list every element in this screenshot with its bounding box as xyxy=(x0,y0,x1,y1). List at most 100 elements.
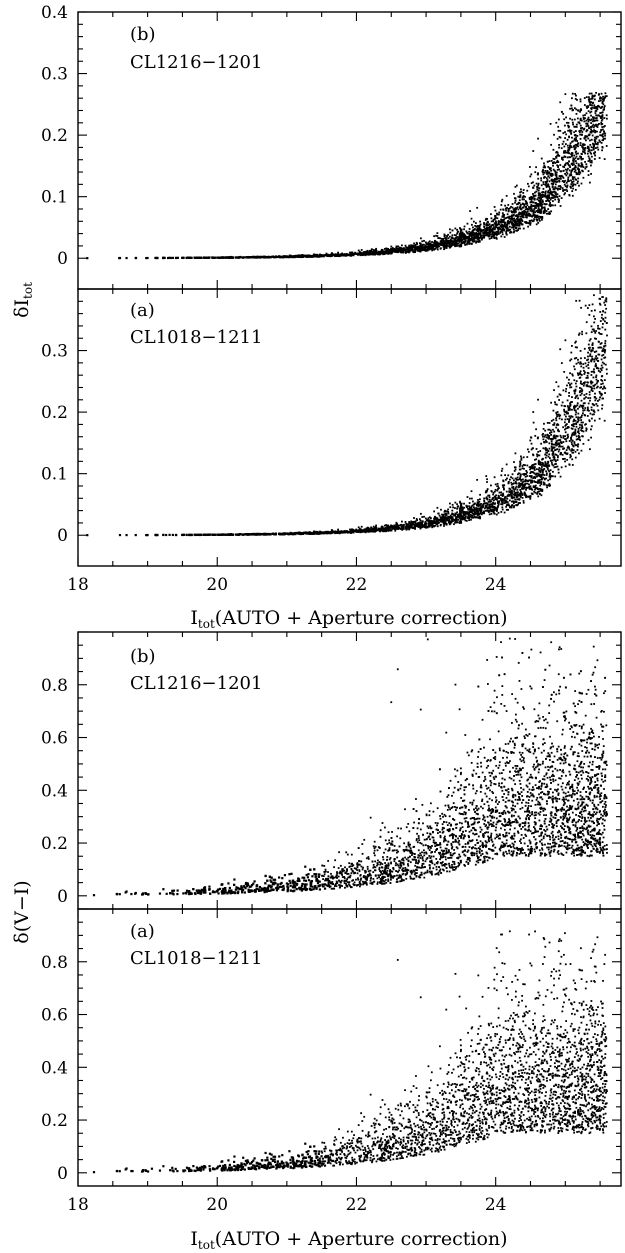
data-point xyxy=(586,129,588,132)
data-point xyxy=(544,439,547,442)
data-point xyxy=(543,482,546,485)
data-point xyxy=(552,183,555,186)
data-point xyxy=(475,234,478,236)
data-point xyxy=(569,372,571,375)
data-point xyxy=(579,117,582,120)
data-point xyxy=(591,116,594,119)
data-point xyxy=(448,245,450,248)
data-point xyxy=(575,94,577,97)
data-point xyxy=(526,482,529,485)
data-point xyxy=(600,364,603,367)
data-point xyxy=(544,462,547,465)
data-point xyxy=(537,192,540,195)
data-point xyxy=(536,188,539,191)
data-point xyxy=(544,190,547,193)
data-point xyxy=(562,441,565,443)
data-point xyxy=(564,131,566,133)
data-point xyxy=(468,228,471,230)
data-point xyxy=(422,247,425,249)
data-point xyxy=(591,94,594,97)
data-point xyxy=(564,438,566,440)
data-point xyxy=(582,146,584,149)
data-point xyxy=(370,249,372,252)
data-point xyxy=(570,351,573,354)
data-point xyxy=(550,437,552,440)
data-point xyxy=(550,172,552,175)
data-point xyxy=(548,180,551,183)
data-point xyxy=(460,241,463,244)
data-point xyxy=(553,430,556,433)
data-point xyxy=(593,371,596,374)
data-point xyxy=(597,148,600,151)
data-point xyxy=(554,177,556,180)
data-point xyxy=(554,180,556,183)
data-point xyxy=(442,237,445,240)
data-point xyxy=(510,218,513,221)
data-point xyxy=(565,410,568,413)
data-point xyxy=(579,110,581,113)
data-point xyxy=(383,524,386,527)
data-point xyxy=(556,159,559,162)
data-point xyxy=(535,210,538,212)
data-point xyxy=(536,455,539,458)
data-point xyxy=(449,506,452,509)
data-point xyxy=(165,533,168,537)
data-point xyxy=(591,104,593,107)
data-point xyxy=(603,125,606,127)
data-point xyxy=(494,231,497,234)
data-point xyxy=(536,205,538,208)
data-point xyxy=(600,111,603,114)
data-point xyxy=(586,415,589,417)
data-point xyxy=(416,248,419,251)
data-point xyxy=(473,234,476,237)
data-point xyxy=(439,247,442,250)
data-point xyxy=(223,533,226,536)
data-point xyxy=(578,391,581,394)
data-point xyxy=(337,253,340,256)
data-point xyxy=(408,250,411,253)
data-point xyxy=(596,108,599,110)
data-point xyxy=(393,247,396,250)
data-point xyxy=(499,208,502,211)
data-point xyxy=(566,156,569,159)
data-point xyxy=(484,234,487,237)
data-point xyxy=(520,208,522,211)
data-point xyxy=(553,466,556,469)
data-point xyxy=(598,327,601,330)
data-point xyxy=(582,150,585,153)
data-point xyxy=(405,246,408,249)
data-point xyxy=(494,495,497,498)
data-point xyxy=(433,510,436,513)
data-point xyxy=(539,450,542,452)
data-point xyxy=(489,229,492,231)
data-point xyxy=(473,233,476,236)
data-point xyxy=(549,191,552,194)
data-point xyxy=(154,533,157,537)
data-point xyxy=(600,119,603,122)
data-point xyxy=(583,397,586,400)
data-point xyxy=(584,152,587,155)
data-point xyxy=(586,135,588,138)
data-point xyxy=(519,477,521,480)
data-point xyxy=(542,210,545,213)
data-point xyxy=(556,180,559,183)
data-point xyxy=(508,494,511,497)
data-point xyxy=(534,481,537,483)
data-point xyxy=(264,256,268,259)
data-point xyxy=(535,472,538,475)
data-point xyxy=(526,448,529,451)
data-point xyxy=(418,521,421,524)
data-point xyxy=(604,96,607,99)
data-point xyxy=(548,473,551,476)
data-point xyxy=(499,227,502,230)
data-point xyxy=(534,214,537,217)
data-point xyxy=(567,178,570,181)
data-point xyxy=(424,241,427,244)
data-point xyxy=(557,429,560,432)
data-point xyxy=(497,504,500,507)
data-point xyxy=(587,106,590,108)
data-point xyxy=(598,122,600,125)
data-point xyxy=(484,509,487,512)
data-point xyxy=(382,527,385,530)
data-point xyxy=(408,526,410,528)
